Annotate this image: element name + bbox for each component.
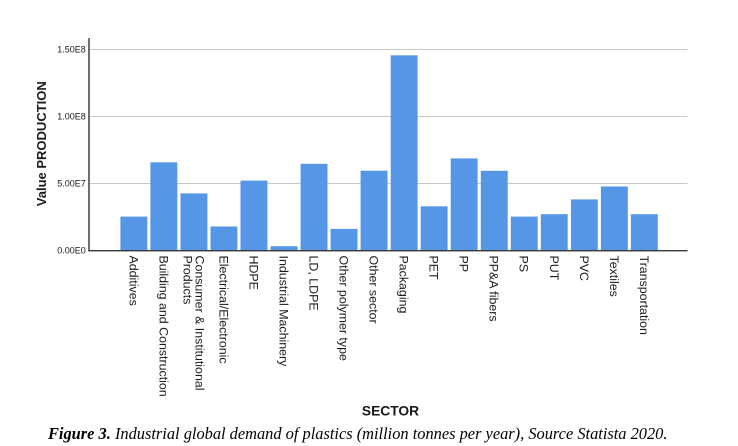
svg-text:PP: PP (457, 256, 471, 273)
svg-text:SECTOR: SECTOR (362, 404, 419, 419)
svg-text:PET: PET (427, 256, 441, 281)
svg-text:Packaging: Packaging (397, 256, 411, 314)
svg-text:Textiles: Textiles (607, 256, 621, 297)
svg-text:Transportation: Transportation (637, 256, 651, 336)
svg-text:Other sector: Other sector (367, 256, 381, 324)
svg-text:Industrial Machinery: Industrial Machinery (277, 256, 291, 368)
svg-text:Building and Construction: Building and Construction (156, 256, 170, 397)
svg-text:PS: PS (517, 256, 531, 273)
svg-text:1.50E8: 1.50E8 (57, 45, 86, 55)
svg-text:0.00E0: 0.00E0 (57, 246, 86, 256)
svg-text:Consumer & Institutional: Consumer & Institutional (192, 256, 206, 391)
svg-text:Products: Products (181, 256, 195, 305)
svg-text:PUT: PUT (547, 256, 561, 281)
svg-text:LD, LDPE: LD, LDPE (307, 256, 321, 311)
svg-text:1.00E8: 1.00E8 (57, 112, 86, 122)
svg-text:PVC: PVC (577, 256, 591, 282)
svg-text:HDPE: HDPE (247, 256, 261, 290)
svg-text:Other polymer type: Other polymer type (337, 256, 351, 361)
svg-text:Value PRODUCTION: Value PRODUCTION (34, 81, 49, 206)
svg-text:5.00E7: 5.00E7 (57, 179, 86, 189)
svg-text:Electrical/Electronic: Electrical/Electronic (216, 256, 230, 364)
svg-text:Additives: Additives (126, 256, 140, 306)
svg-text:PP&A fibers: PP&A fibers (487, 256, 501, 322)
